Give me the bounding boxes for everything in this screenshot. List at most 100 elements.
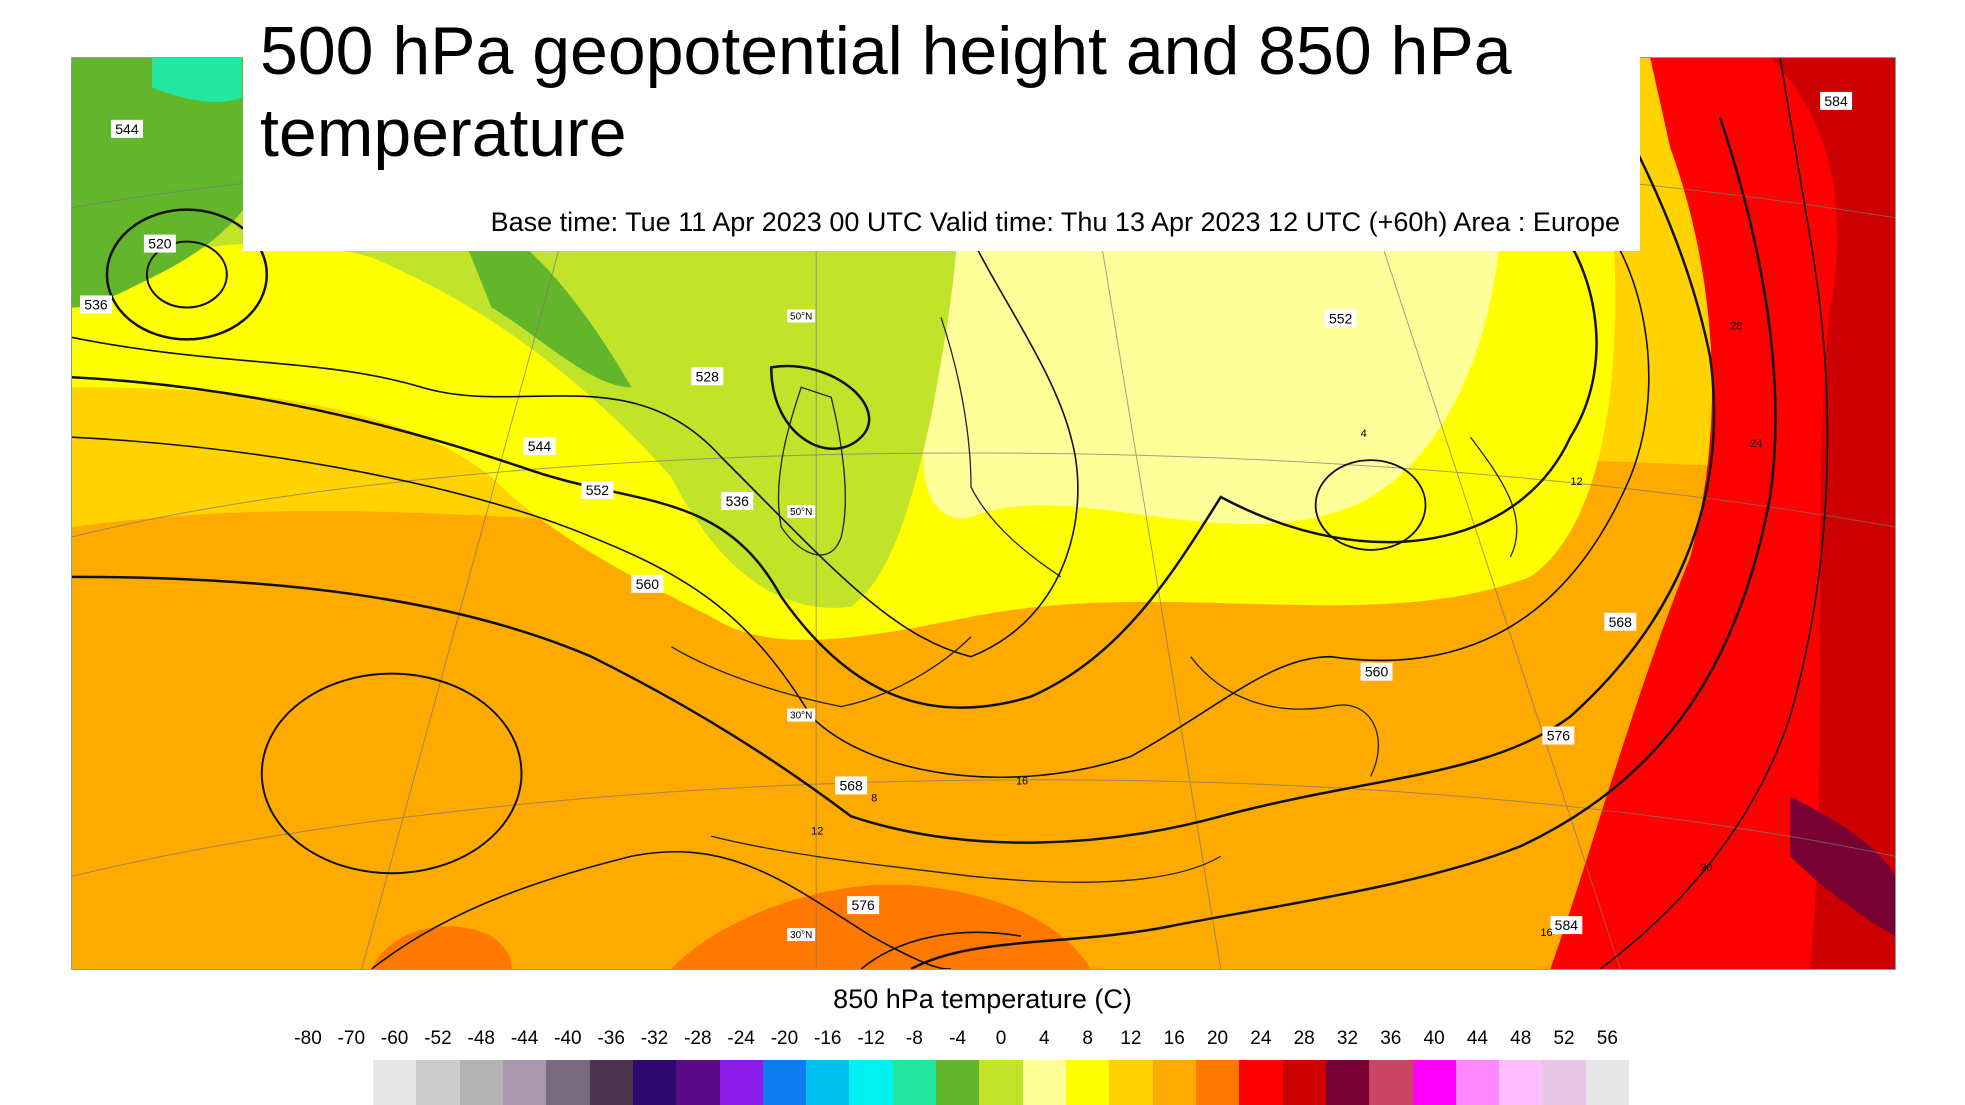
legend-tick-label: -4 (949, 1028, 967, 1049)
svg-text:576: 576 (851, 897, 875, 913)
contour-label: 536 (79, 295, 112, 314)
legend-swatch (1195, 1060, 1240, 1105)
contour-label: 560 (1360, 662, 1393, 681)
temperature-band-28-east (1790, 796, 1895, 937)
latitude-label: 50°N (787, 309, 816, 322)
legend-tick-label: 16 (1163, 1028, 1185, 1049)
contour-labels: 544 536 520 528 544 552 536 560 568 576 … (79, 91, 1853, 935)
legend-swatch (546, 1060, 590, 1105)
legend-swatch (936, 1060, 980, 1105)
chart-title: 500 hPa geopotential height and 850 hPa … (260, 13, 1512, 171)
contour-label: 520 (143, 234, 176, 253)
svg-text:568: 568 (839, 777, 863, 793)
temperature-band-minus12 (151, 58, 242, 103)
temperature-label: 16 (1540, 927, 1552, 939)
legend-swatch (1109, 1060, 1153, 1105)
temperature-label: 12 (1570, 476, 1582, 488)
legend-tick-label: -24 (727, 1028, 755, 1049)
contour-label: 552 (581, 481, 614, 500)
temperature-band-minus8-atlantic (451, 207, 632, 388)
title-panel: 500 hPa geopotential height and 850 hPa … (243, 0, 1640, 251)
legend-tick-label: 52 (1553, 1028, 1575, 1049)
svg-text:560: 560 (1365, 664, 1389, 680)
legend-swatch (849, 1060, 893, 1105)
legend-swatch (719, 1060, 763, 1105)
temperature-label: 28 (1730, 320, 1742, 332)
legend-color-bar (373, 1060, 1630, 1105)
svg-text:552: 552 (1329, 310, 1353, 326)
legend-tick-label: 0 (995, 1028, 1007, 1049)
latitude-label: 50°N (787, 505, 816, 518)
legend-tick-label: -40 (554, 1028, 582, 1049)
temperature-labels: 8 12 16 4 12 16 20 24 28 (811, 320, 1762, 939)
legend-swatch (1282, 1060, 1326, 1105)
legend-tick-label: -80 (294, 1028, 322, 1049)
svg-text:50°N: 50°N (790, 507, 812, 518)
legend-swatch (1585, 1060, 1630, 1105)
legend-swatch (1239, 1060, 1283, 1105)
legend-swatch (1499, 1060, 1543, 1105)
legend-tick-label: -52 (424, 1028, 452, 1049)
legend-swatch (416, 1060, 460, 1105)
legend-swatch (1412, 1060, 1456, 1105)
legend-swatch (632, 1060, 677, 1105)
coastlines (671, 317, 1518, 883)
legend-tick-label: 40 (1423, 1028, 1445, 1049)
temperature-band-24-east (1770, 58, 1895, 969)
legend-tick-label: 56 (1596, 1028, 1618, 1049)
contour-label: 568 (1604, 612, 1637, 631)
latitude-labels: 50°N 50°N 30°N 30°N (787, 309, 816, 941)
legend-tick-label: -8 (905, 1028, 923, 1049)
geopotential-contours (72, 58, 1829, 969)
temperature-label: 12 (811, 825, 823, 837)
svg-text:544: 544 (115, 121, 139, 137)
legend-tick-label: 44 (1466, 1028, 1488, 1049)
svg-text:584: 584 (1824, 93, 1848, 109)
temperature-band-16-southwest (371, 926, 512, 969)
legend-swatch (676, 1060, 720, 1105)
legend-tick-label: 36 (1380, 1028, 1402, 1049)
legend-tick-label: -12 (857, 1028, 885, 1049)
legend-tick-label: -20 (770, 1028, 799, 1049)
legend-swatch (979, 1060, 1023, 1105)
contour-label: 552 (1324, 309, 1357, 328)
legend-swatch (373, 1060, 417, 1105)
legend-swatch (459, 1060, 503, 1105)
svg-text:576: 576 (1547, 728, 1571, 744)
legend-swatch (762, 1060, 807, 1105)
svg-text:536: 536 (84, 296, 108, 312)
svg-text:584: 584 (1555, 917, 1579, 933)
legend-swatch (1152, 1060, 1196, 1105)
temperature-label: 20 (1700, 862, 1712, 874)
legend-tick-label: -48 (467, 1028, 495, 1049)
latitude-label: 30°N (787, 708, 816, 722)
contour-label: 584 (1820, 91, 1853, 110)
legend-tick-label: -60 (380, 1028, 409, 1049)
legend-tick-label: 12 (1120, 1028, 1142, 1049)
chart-subtitle: Base time: Tue 11 Apr 2023 00 UTC Valid … (490, 207, 1620, 237)
contour-label: 528 (691, 367, 724, 386)
contour-label: 584 (1550, 916, 1583, 935)
svg-text:544: 544 (528, 438, 552, 454)
contour-label: 568 (835, 776, 868, 795)
legend-tick-label: -16 (814, 1028, 842, 1049)
svg-text:30°N: 30°N (790, 930, 812, 941)
legend-swatch (589, 1060, 633, 1105)
svg-text:50°N: 50°N (790, 311, 812, 322)
temperature-band-20-east (1550, 58, 1895, 969)
legend-tick-label: -28 (684, 1028, 712, 1049)
legend-swatch (502, 1060, 547, 1105)
legend-tick-label: 24 (1250, 1028, 1272, 1049)
latitude-label: 30°N (787, 928, 816, 941)
legend-swatch (892, 1060, 937, 1105)
legend-title: 850 hPa temperature (C) (833, 984, 1132, 1014)
legend-tick-label: 48 (1510, 1028, 1532, 1049)
contour-label: 560 (631, 574, 664, 593)
legend-swatch (1369, 1060, 1413, 1105)
svg-text:568: 568 (1609, 614, 1633, 630)
svg-text:520: 520 (148, 236, 172, 252)
temperature-label: 16 (1016, 775, 1028, 787)
svg-text:30°N: 30°N (790, 711, 812, 722)
legend-tick-label: 20 (1206, 1028, 1229, 1049)
legend-swatch (1066, 1060, 1110, 1105)
